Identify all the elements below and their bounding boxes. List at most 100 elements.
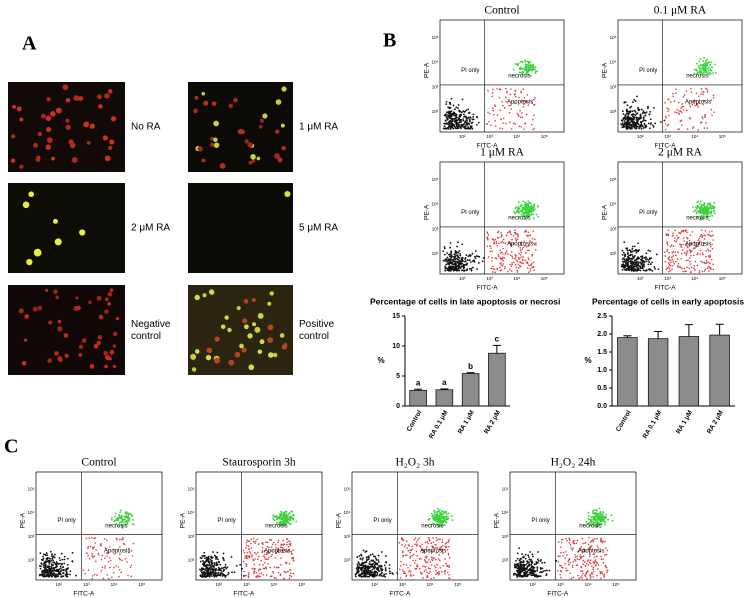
event-dot xyxy=(627,262,629,265)
event-dot xyxy=(115,537,118,540)
event-dot xyxy=(639,113,642,116)
event-dot xyxy=(258,573,261,575)
event-dot xyxy=(532,118,534,121)
event-dot xyxy=(471,260,474,263)
event-dot xyxy=(466,119,468,122)
tick-label: 10² xyxy=(432,251,439,256)
event-dot xyxy=(96,574,98,576)
event-dot xyxy=(357,568,360,571)
event-dot xyxy=(454,255,456,258)
event-dot xyxy=(449,114,452,117)
cell xyxy=(107,302,111,306)
event-dot xyxy=(447,268,450,271)
event-dot xyxy=(42,553,45,556)
image-label: 2 μM RA xyxy=(131,223,170,234)
event-dot xyxy=(528,568,531,571)
event-dot xyxy=(565,537,567,540)
event-dot xyxy=(358,554,361,557)
event-dot xyxy=(415,550,418,553)
event-dot xyxy=(60,552,63,555)
event-dot xyxy=(650,122,653,124)
event-dot xyxy=(531,255,533,257)
event-dot xyxy=(702,253,704,256)
event-dot xyxy=(44,571,47,574)
event-dot xyxy=(657,268,660,271)
event-dot xyxy=(509,232,512,234)
cell xyxy=(54,238,62,246)
event-dot xyxy=(502,247,504,250)
event-dot xyxy=(521,112,523,114)
event-dot xyxy=(588,537,590,539)
cell xyxy=(257,312,264,319)
event-dot xyxy=(82,569,85,571)
event-dot xyxy=(638,265,641,268)
event-dot xyxy=(524,245,526,247)
cell xyxy=(250,154,256,160)
event-dot xyxy=(710,61,713,64)
event-dot xyxy=(433,556,435,559)
cell xyxy=(109,139,115,145)
event-dot xyxy=(520,125,523,128)
cell xyxy=(193,108,198,114)
event-dot xyxy=(280,557,282,559)
event-dot xyxy=(245,574,247,577)
event-dot xyxy=(706,127,709,129)
event-dot xyxy=(275,566,278,569)
event-dot xyxy=(596,509,599,512)
event-dot xyxy=(493,240,495,242)
event-dot xyxy=(130,564,133,567)
event-dot xyxy=(669,259,671,262)
event-dot xyxy=(523,128,525,131)
event-dot xyxy=(448,566,451,568)
event-dot xyxy=(623,257,625,259)
event-dot xyxy=(51,558,54,560)
event-dot xyxy=(434,558,437,561)
event-dot xyxy=(610,514,613,516)
event-dot xyxy=(248,572,250,574)
event-dot xyxy=(499,109,502,111)
event-dot xyxy=(66,563,69,566)
event-dot xyxy=(680,252,683,255)
event-dot xyxy=(457,117,459,119)
event-dot xyxy=(63,555,66,558)
event-dot xyxy=(363,565,366,568)
tick-label: 10³ xyxy=(502,534,509,539)
event-dot xyxy=(524,259,527,262)
event-dot xyxy=(588,515,590,517)
event-dot xyxy=(635,257,638,260)
event-dot xyxy=(510,265,513,268)
event-dot xyxy=(494,119,496,122)
event-dot xyxy=(663,119,666,122)
event-dot xyxy=(512,68,515,71)
bar xyxy=(461,373,480,407)
event-dot xyxy=(447,265,450,268)
event-dot xyxy=(677,128,679,130)
event-dot xyxy=(122,515,125,518)
tick-label: 10⁵ xyxy=(188,486,195,491)
event-dot xyxy=(680,111,683,114)
event-dot xyxy=(433,565,436,567)
quadrant-label: PI only xyxy=(461,210,479,216)
event-dot xyxy=(601,571,603,573)
event-dot xyxy=(526,205,529,207)
event-dot xyxy=(522,255,524,258)
event-dot xyxy=(290,552,293,555)
event-dot xyxy=(451,113,454,116)
event-dot xyxy=(373,567,376,570)
event-dot xyxy=(633,121,636,123)
event-dot xyxy=(442,564,445,567)
event-dot xyxy=(625,108,628,111)
event-dot xyxy=(676,237,679,240)
event-dot xyxy=(528,206,531,209)
cell xyxy=(220,324,226,330)
event-dot xyxy=(605,553,608,556)
event-dot xyxy=(525,65,528,68)
y-tick-label: 1.5 xyxy=(597,349,607,356)
event-dot xyxy=(668,251,670,254)
event-dot xyxy=(455,125,458,128)
event-dot xyxy=(282,518,285,521)
event-dot xyxy=(253,569,256,571)
event-dot xyxy=(435,514,438,517)
event-dot xyxy=(533,98,535,101)
event-dot xyxy=(667,262,670,264)
